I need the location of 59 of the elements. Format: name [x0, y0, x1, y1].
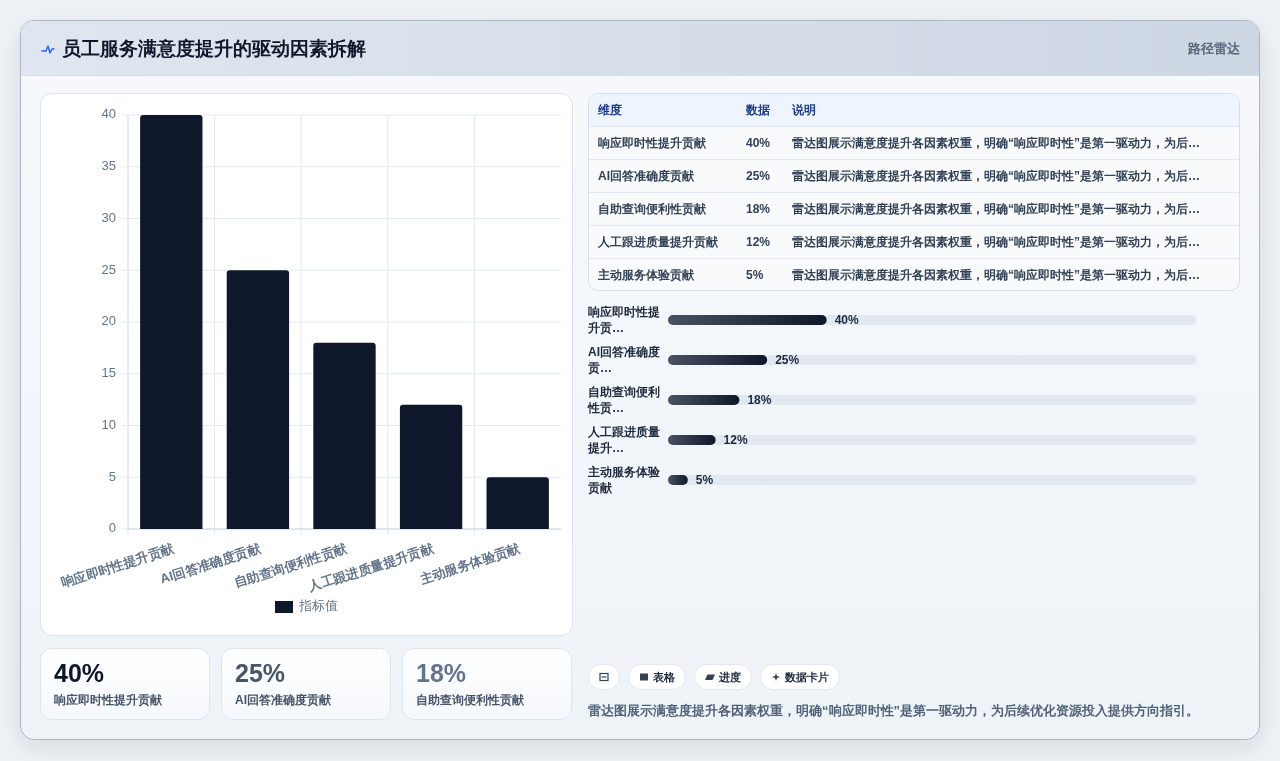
data-label: 5%	[695, 472, 714, 488]
category-label: AI回答准确度贡献	[235, 692, 331, 708]
category-label: 人工跟进质量提升贡献	[598, 234, 718, 251]
y-tick-label: 自助查询便利性贡…	[588, 384, 661, 416]
bar	[668, 435, 716, 445]
bar	[668, 395, 740, 405]
bar	[668, 475, 688, 485]
text: 说明	[792, 102, 816, 119]
bar	[140, 115, 203, 529]
legend-label: 指标值	[298, 598, 338, 614]
data-label: 25%	[775, 352, 800, 368]
bar	[399, 404, 463, 529]
category-label: 响应即时性提升贡献	[54, 692, 162, 708]
text: 40%	[746, 136, 771, 150]
category-label: 自助查询便利性贡献	[416, 692, 524, 708]
text: 雷达图展示满意度提升各因素权重，明确“响应即时性”是第一驱动力，为后…	[792, 201, 1200, 218]
category-label: 数据卡片	[785, 669, 829, 685]
category-label: 表格	[653, 669, 675, 685]
bar	[668, 355, 768, 365]
y-tick-label: 40	[101, 106, 116, 122]
text: 雷达图展示满意度提升各因素权重，明确“响应即时性”是第一驱动力，为后续优化资源投入提供方向指引。	[588, 703, 1199, 719]
text: 路径雷达	[1188, 40, 1240, 58]
text: 数据	[746, 102, 770, 119]
text: 雷达图展示满意度提升各因素权重，明确“响应即时性”是第一驱动力，为后…	[792, 267, 1200, 284]
category-label: 响应即时性提升贡献	[598, 135, 706, 152]
text: 雷达图展示满意度提升各因素权重，明确“响应即时性”是第一驱动力，为后…	[792, 168, 1200, 185]
y-tick-label: 0	[108, 520, 116, 536]
bar	[668, 315, 827, 325]
y-tick-label: AI回答准确度贡…	[588, 344, 661, 376]
y-tick-label: 10	[101, 416, 116, 432]
category-label: 自助查询便利性贡献	[598, 201, 706, 218]
bar	[226, 270, 290, 529]
data-label: 40%	[834, 312, 859, 328]
y-tick-label: 30	[101, 209, 116, 225]
text: 12%	[746, 235, 771, 249]
text: 25%	[746, 169, 771, 183]
y-tick-label: 15	[101, 365, 116, 381]
category-label: 进度	[719, 669, 741, 685]
y-tick-label: 20	[101, 313, 116, 329]
bar	[486, 477, 549, 529]
text: 雷达图展示满意度提升各因素权重，明确“响应即时性”是第一驱动力，为后…	[792, 135, 1200, 152]
y-tick-label: 35	[101, 158, 116, 174]
data-label: 12%	[723, 432, 748, 448]
text: 18%	[416, 659, 467, 687]
text: 18%	[746, 202, 771, 216]
y-tick-label: 主动服务体验贡献	[588, 464, 661, 496]
y-tick-label: 响应即时性提升贡…	[588, 304, 661, 336]
text: 40%	[54, 659, 105, 687]
y-tick-label: 5	[108, 468, 116, 484]
text: 5%	[746, 268, 764, 282]
data-label: 18%	[747, 392, 772, 408]
text: 25%	[235, 659, 286, 687]
bar	[313, 342, 376, 529]
text: 员工服务满意度提升的驱动因素拆解	[62, 37, 366, 61]
category-label: AI回答准确度贡献	[598, 168, 694, 185]
y-tick-label: 25	[101, 261, 116, 277]
text: 维度	[598, 102, 622, 119]
text: 雷达图展示满意度提升各因素权重，明确“响应即时性”是第一驱动力，为后…	[792, 234, 1200, 251]
y-tick-label: 人工跟进质量提升…	[588, 424, 661, 456]
